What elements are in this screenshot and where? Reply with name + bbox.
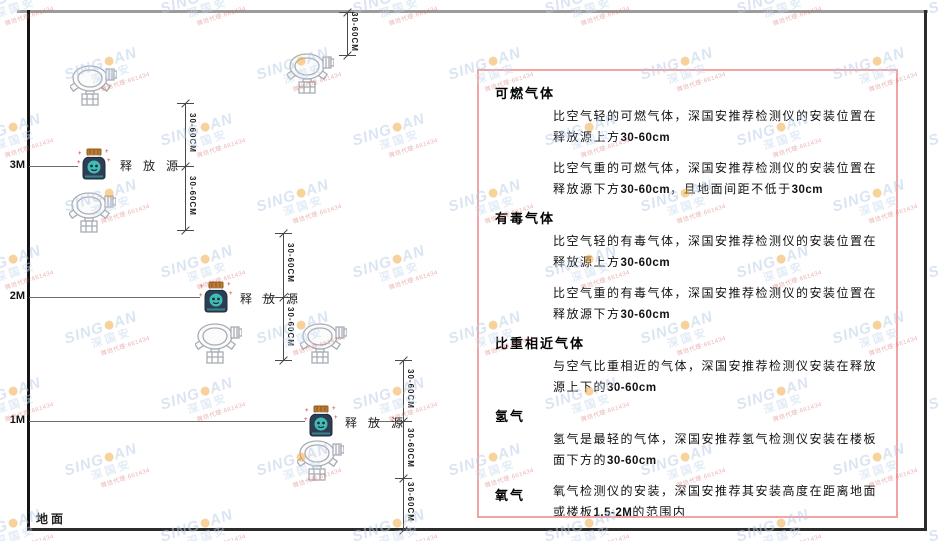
guideline-section-heading: 可燃气体: [495, 87, 556, 102]
dimension-label: 30-60CM: [406, 368, 415, 409]
gas-detector-icon: [295, 439, 345, 486]
level-label-1m: 1M: [9, 414, 25, 426]
dimension-label: 30-60CM: [286, 306, 295, 347]
guideline-paragraph: 比空气重的有毒气体，深国安推荐检测仪的安装位置在释放源下方30-60cm: [553, 286, 878, 321]
label-connector-line: [262, 297, 283, 298]
guideline-panel-content: 可燃气体比空气轻的可燃气体，深国安推荐检测仪的安装位置在释放源上方30-60cm…: [479, 71, 896, 518]
level-label-3m: 3M: [9, 159, 25, 171]
guideline-section-heading: 有毒气体: [495, 212, 556, 227]
svg-text:+: +: [77, 160, 81, 166]
dimension-line: [347, 12, 348, 55]
guideline-section: 有毒气体比空气轻的有毒气体，深国安推荐检测仪的安装位置在释放源上方30-60cm…: [495, 210, 882, 326]
svg-text:+: +: [305, 408, 309, 414]
guideline-section-heading: 比重相近气体: [495, 337, 586, 352]
guideline-paragraph: 氢气是最轻的气体，深国安推荐氢气检测仪安装在楼板面下方的30-60cm: [553, 432, 878, 467]
level-leader-line: [29, 297, 200, 298]
dimension-label: 30-60CM: [188, 176, 197, 216]
level-label-2m: 2M: [9, 290, 25, 302]
level-leader-line: [29, 421, 305, 422]
wall-axis-line: [27, 10, 30, 531]
guideline-section: 比重相近气体与空气比重相近的气体，深国安推荐检测仪安装在释放源上下的30-60c…: [495, 335, 882, 399]
ground-label: 地面: [36, 512, 67, 526]
gas-detector-icon: [193, 322, 243, 369]
svg-text:+: +: [229, 291, 233, 297]
svg-text:+: +: [105, 149, 109, 155]
guideline-section-heading: 氢气: [495, 410, 526, 425]
release-source-label: 释 放 源: [345, 416, 408, 430]
release-source-icon: + + + +: [303, 405, 339, 443]
guideline-section: 氢气氢气是最轻的气体，深国安推荐氢气检测仪安装在楼板面下方的30-60cm: [495, 408, 882, 472]
release-source-icon: + + + +: [76, 148, 112, 186]
gas-detector-icon: [68, 64, 118, 111]
gas-detector-icon: [285, 52, 335, 99]
dimension-label: 30-60CM: [350, 11, 359, 52]
dimension-label: 30-60CM: [406, 427, 415, 468]
guideline-section: 可燃气体比空气轻的可燃气体，深国安推荐检测仪的安装位置在释放源上方30-60cm…: [495, 85, 882, 201]
label-connector-line: [368, 421, 403, 422]
svg-text:+: +: [107, 158, 111, 164]
level-leader-line: [29, 166, 78, 167]
guideline-panel: 可燃气体比空气轻的可燃气体，深国安推荐检测仪的安装位置在释放源上方30-60cm…: [477, 69, 898, 518]
svg-text:+: +: [78, 151, 82, 157]
svg-text:+: +: [334, 415, 338, 421]
guideline-paragraph: 与空气比重相近的气体，深国安推荐检测仪安装在释放源上下的30-60cm: [553, 359, 878, 394]
dimension-label: 30-60CM: [406, 482, 415, 522]
gas-detector-icon: [67, 191, 117, 238]
gas-detector-icon: [298, 322, 348, 369]
dimension-line: [403, 360, 404, 530]
ground-line: [27, 528, 927, 531]
svg-text:+: +: [199, 293, 203, 299]
svg-text:+: +: [200, 284, 204, 290]
dimension-label: 30-60CM: [286, 243, 295, 283]
guideline-section-heading: 氧气: [495, 489, 526, 504]
dimension-label: 30-60CM: [188, 112, 197, 153]
guideline-section: 氧气 氧气检测仪的安装，深国安推荐其安装高度在距离地面或楼板1.5-2M的范围内: [495, 481, 882, 518]
svg-text:+: +: [227, 282, 231, 288]
ceiling-line: [17, 10, 928, 13]
svg-text:+: +: [304, 417, 308, 423]
guideline-paragraph: 比空气轻的可燃气体，深国安推荐检测仪的安装位置在释放源上方30-60cm: [553, 109, 878, 144]
frame-right-line: [924, 10, 927, 531]
release-source-label: 释 放 源: [120, 159, 183, 173]
guideline-paragraph: 氧气检测仪的安装，深国安推荐其安装高度在距离地面或楼板1.5-2M的范围内: [553, 484, 878, 518]
release-source-icon: + + + +: [198, 281, 234, 319]
guideline-paragraph: 比空气重的可燃气体，深国安推荐检测仪的安装位置在释放源下方30-60cm，且地面…: [553, 161, 878, 196]
svg-text:+: +: [332, 406, 336, 412]
guideline-paragraph: 比空气轻的有毒气体，深国安推荐检测仪的安装位置在释放源上方30-60cm: [553, 234, 878, 269]
release-source-label: 释 放 源: [240, 292, 303, 306]
